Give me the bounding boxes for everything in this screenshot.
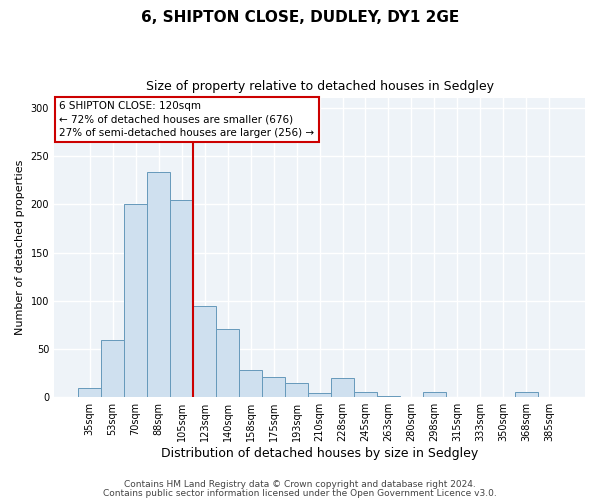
Bar bbox=[377, 396, 400, 397]
Bar bbox=[193, 306, 216, 397]
Title: Size of property relative to detached houses in Sedgley: Size of property relative to detached ho… bbox=[146, 80, 494, 93]
Bar bbox=[285, 382, 308, 397]
Bar bbox=[216, 329, 239, 397]
Bar bbox=[423, 392, 446, 397]
Bar bbox=[124, 204, 147, 397]
Bar bbox=[170, 200, 193, 397]
Bar bbox=[78, 388, 101, 397]
Bar bbox=[331, 378, 354, 397]
Bar bbox=[147, 172, 170, 397]
Text: Contains HM Land Registry data © Crown copyright and database right 2024.: Contains HM Land Registry data © Crown c… bbox=[124, 480, 476, 489]
Text: 6, SHIPTON CLOSE, DUDLEY, DY1 2GE: 6, SHIPTON CLOSE, DUDLEY, DY1 2GE bbox=[141, 10, 459, 25]
Text: Contains public sector information licensed under the Open Government Licence v3: Contains public sector information licen… bbox=[103, 488, 497, 498]
Bar bbox=[101, 340, 124, 397]
Bar bbox=[262, 377, 285, 397]
Bar bbox=[515, 392, 538, 397]
X-axis label: Distribution of detached houses by size in Sedgley: Distribution of detached houses by size … bbox=[161, 447, 478, 460]
Bar bbox=[308, 394, 331, 397]
Bar bbox=[239, 370, 262, 397]
Bar bbox=[354, 392, 377, 397]
Y-axis label: Number of detached properties: Number of detached properties bbox=[15, 160, 25, 336]
Text: 6 SHIPTON CLOSE: 120sqm
← 72% of detached houses are smaller (676)
27% of semi-d: 6 SHIPTON CLOSE: 120sqm ← 72% of detache… bbox=[59, 102, 314, 138]
